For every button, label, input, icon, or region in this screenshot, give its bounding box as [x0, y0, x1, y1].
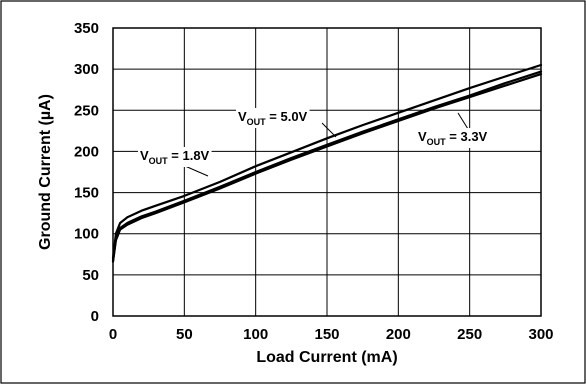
- series-line-2: [111, 70, 543, 262]
- series-label-3: VOUT = 1.8V: [140, 148, 210, 166]
- y-tick-label: 150: [74, 185, 99, 202]
- annotation-leader-line: [184, 165, 209, 177]
- y-tick-label: 350: [74, 20, 99, 37]
- annotation-leader-line: [321, 122, 337, 138]
- series-line-1: [111, 63, 543, 260]
- y-tick-label: 100: [74, 226, 99, 243]
- x-tick-label: 300: [528, 326, 553, 343]
- y-axis-title: Ground Current (µA): [37, 94, 54, 250]
- y-tick-label: 300: [74, 61, 99, 78]
- series-line-3: [111, 73, 543, 263]
- y-tick-label: 200: [74, 143, 99, 160]
- x-tick-label: 250: [457, 326, 482, 343]
- x-tick-label: 200: [386, 326, 411, 343]
- annotation-background: [416, 128, 490, 148]
- annotation-background: [138, 147, 212, 167]
- y-tick-label: 250: [74, 102, 99, 119]
- tick-labels: 0 50 100 150 200 250 300 0 50 100 150 200 250 300 350: [74, 20, 554, 343]
- annotation-background: [236, 108, 310, 128]
- y-tick-label: 0: [91, 308, 99, 325]
- series-label-1: VOUT = 5.0V: [238, 109, 308, 127]
- series-annotations: VOUT = 5.0V VOUT = 3.3V VOUT = 1.8V: [138, 108, 490, 177]
- plot-area-frame: [112, 27, 542, 317]
- x-tick-label: 150: [314, 326, 339, 343]
- x-tick-label: 100: [243, 326, 268, 343]
- annotation-leader-line: [457, 112, 469, 130]
- x-tick-label: 0: [109, 326, 117, 343]
- x-tick-label: 50: [176, 326, 193, 343]
- x-axis-title: Load Current (mA): [256, 349, 397, 366]
- y-tick-label: 50: [82, 267, 99, 284]
- series-label-2: VOUT = 3.3V: [418, 129, 488, 147]
- series-lines: [111, 63, 543, 263]
